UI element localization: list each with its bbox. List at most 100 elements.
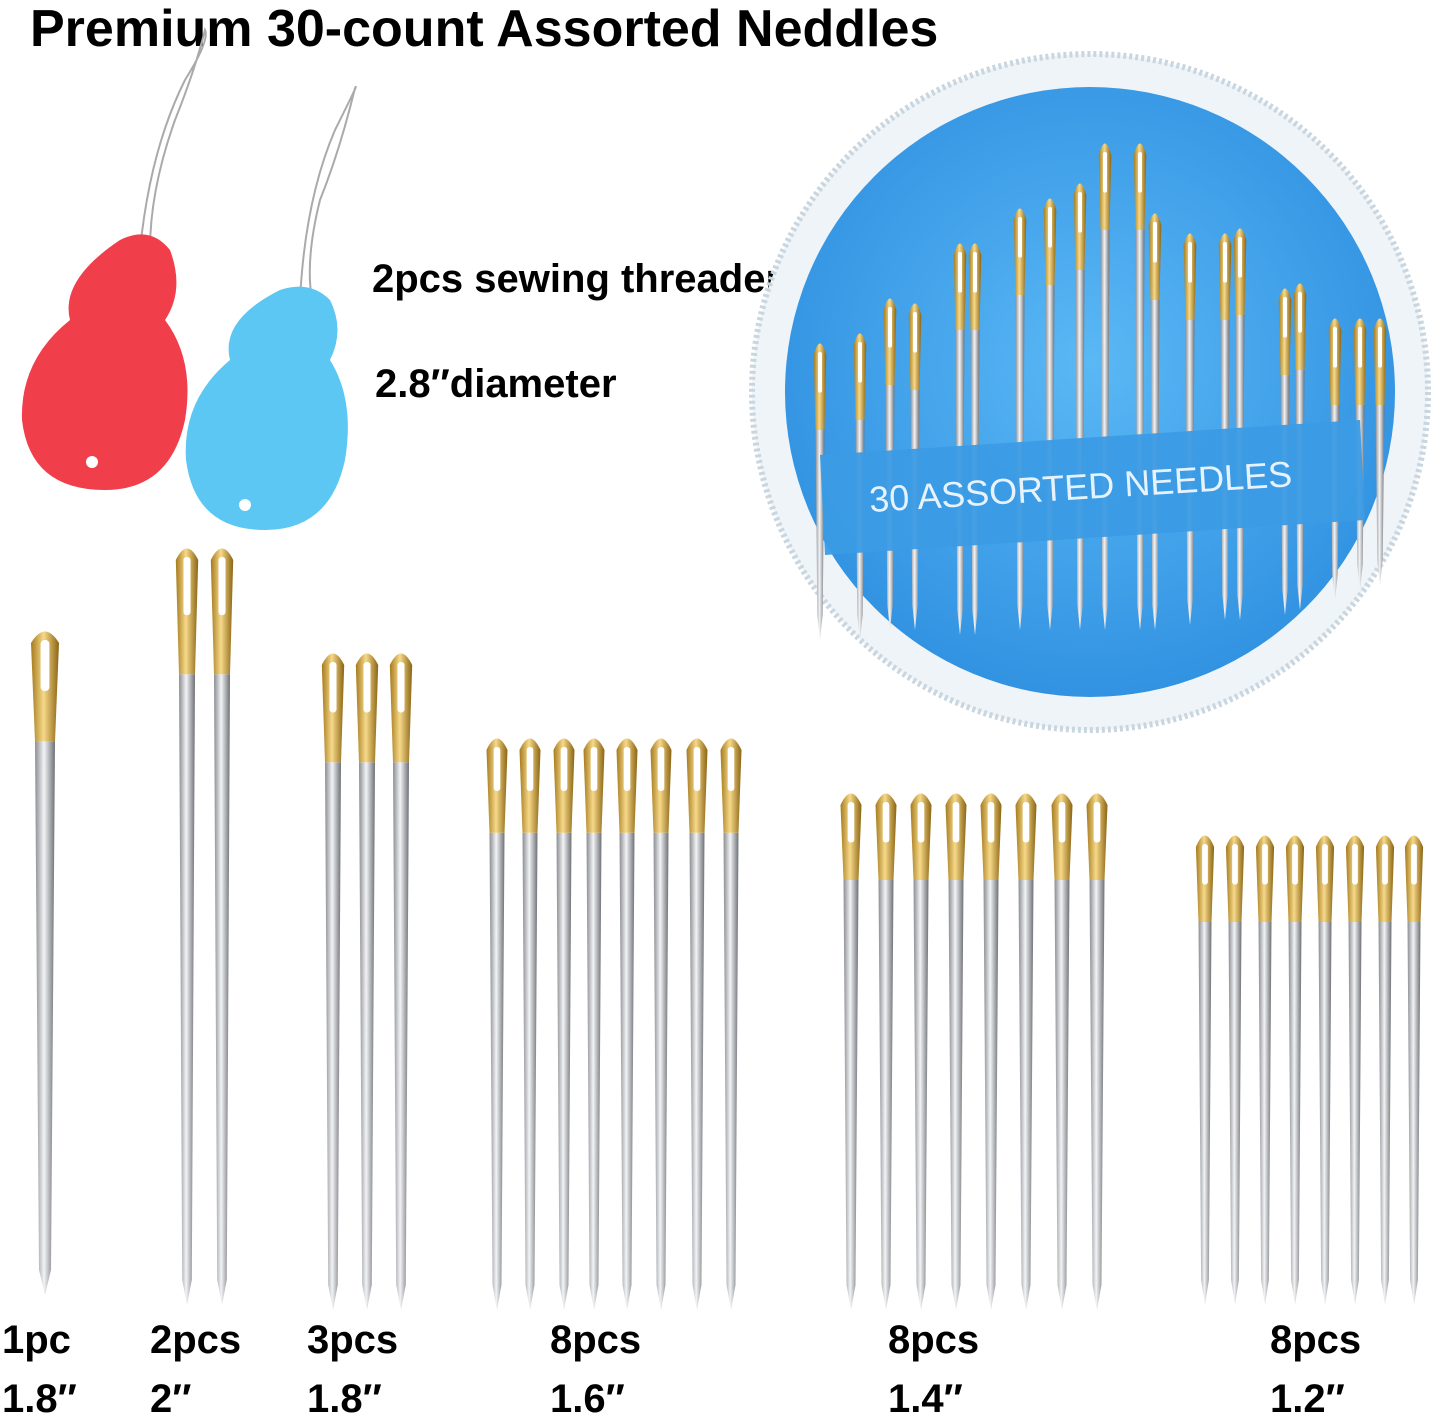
needle-slot bbox=[1352, 844, 1358, 885]
title: Premium 30-count Assorted Neddles bbox=[30, 0, 938, 58]
needle-slot bbox=[183, 557, 191, 616]
needle-slot bbox=[952, 802, 960, 843]
needle bbox=[1255, 835, 1275, 1305]
needle bbox=[355, 653, 379, 1310]
needle-slot bbox=[329, 662, 337, 713]
needle-shaft bbox=[325, 762, 341, 1310]
needle-slot bbox=[1262, 844, 1268, 885]
needle bbox=[1373, 318, 1387, 585]
needle-length: 1.6″ bbox=[550, 1377, 625, 1418]
needle-slot bbox=[623, 747, 631, 791]
needle-count: 8pcs bbox=[1270, 1318, 1361, 1362]
needle-shaft bbox=[619, 832, 635, 1310]
needle-slot bbox=[958, 252, 962, 293]
needle-slot bbox=[1292, 844, 1298, 885]
needle bbox=[175, 548, 199, 1305]
needle bbox=[1195, 835, 1215, 1305]
needle-slot bbox=[727, 747, 735, 791]
needle-length: 1.2″ bbox=[1270, 1377, 1345, 1418]
needle-shaft bbox=[522, 832, 538, 1310]
needle-slot bbox=[1078, 192, 1082, 233]
needle-slot bbox=[1322, 844, 1328, 885]
needle bbox=[553, 738, 575, 1310]
needle-slot bbox=[40, 640, 50, 692]
needle-shaft bbox=[1288, 922, 1302, 1305]
needle-slot bbox=[526, 747, 534, 791]
needle-count: 8pcs bbox=[888, 1318, 979, 1362]
needle-slot bbox=[1202, 844, 1208, 885]
needle-count: 1pc bbox=[2, 1318, 71, 1362]
needle-shaft bbox=[556, 832, 572, 1310]
needle-shaft bbox=[1348, 922, 1362, 1305]
needle-box bbox=[749, 51, 1431, 733]
needle-shaft bbox=[179, 674, 195, 1305]
needle-shaft bbox=[689, 832, 705, 1310]
needle-slot bbox=[590, 747, 598, 791]
needle bbox=[840, 793, 862, 1310]
needle-slot bbox=[1153, 222, 1157, 263]
needle bbox=[945, 793, 967, 1310]
needle-slot bbox=[1333, 327, 1337, 368]
needle-slot bbox=[1382, 844, 1388, 885]
needle bbox=[1315, 835, 1335, 1305]
needle-shaft bbox=[1375, 405, 1385, 585]
needle-shaft bbox=[948, 880, 964, 1310]
needle-shaft bbox=[913, 880, 929, 1310]
needle-shaft bbox=[983, 880, 999, 1310]
needle bbox=[1404, 835, 1424, 1305]
needle-slot bbox=[218, 557, 226, 616]
needle-slot bbox=[987, 802, 995, 843]
needle-slot bbox=[917, 802, 925, 843]
needle bbox=[31, 631, 59, 1295]
needle bbox=[210, 548, 234, 1305]
needle-shaft bbox=[723, 832, 739, 1310]
needle-slot bbox=[1093, 802, 1101, 843]
needle-count: 3pcs bbox=[307, 1318, 398, 1362]
needle bbox=[1051, 793, 1073, 1310]
needle-shaft bbox=[1054, 880, 1070, 1310]
needle bbox=[1225, 835, 1245, 1305]
needle bbox=[519, 738, 541, 1310]
needle-slot bbox=[1022, 802, 1030, 843]
needle-shaft bbox=[1258, 922, 1272, 1305]
needle-shaft bbox=[1018, 880, 1034, 1310]
needle-slot bbox=[1378, 327, 1382, 368]
needle bbox=[616, 738, 638, 1310]
needle-length: 2″ bbox=[150, 1377, 191, 1418]
needle bbox=[389, 653, 413, 1310]
needle-shaft bbox=[1407, 922, 1421, 1305]
needle bbox=[650, 738, 672, 1310]
needle-length: 1.4″ bbox=[888, 1377, 963, 1418]
needle bbox=[875, 793, 897, 1310]
needle-slot bbox=[493, 747, 501, 791]
needle bbox=[720, 738, 742, 1310]
needle bbox=[686, 738, 708, 1310]
needle-shaft bbox=[878, 880, 894, 1310]
needle-slot bbox=[882, 802, 890, 843]
needle-slot bbox=[1048, 207, 1052, 248]
needle bbox=[583, 738, 605, 1310]
needle-slot bbox=[1358, 327, 1362, 368]
needle-shaft bbox=[1089, 880, 1105, 1310]
needle-slot bbox=[1232, 844, 1238, 885]
needle-slot bbox=[397, 662, 405, 713]
needle-slot bbox=[693, 747, 701, 791]
needle bbox=[1285, 835, 1305, 1305]
needle-slot bbox=[1138, 152, 1142, 193]
needle-shaft bbox=[653, 832, 669, 1310]
needle-slot bbox=[973, 252, 977, 293]
needle-shaft bbox=[393, 762, 409, 1310]
needle-slot bbox=[1223, 242, 1227, 283]
needle bbox=[321, 653, 345, 1310]
needle-shaft bbox=[843, 880, 859, 1310]
needle bbox=[1345, 835, 1365, 1305]
needle-slot bbox=[560, 747, 568, 791]
needle-slot bbox=[818, 352, 822, 393]
needle-shaft bbox=[1318, 922, 1332, 1305]
needle bbox=[1015, 793, 1037, 1310]
needle-slot bbox=[1283, 297, 1287, 338]
needle-shaft bbox=[35, 741, 55, 1295]
needle-slot bbox=[1018, 217, 1022, 258]
needle-shaft bbox=[1378, 922, 1392, 1305]
